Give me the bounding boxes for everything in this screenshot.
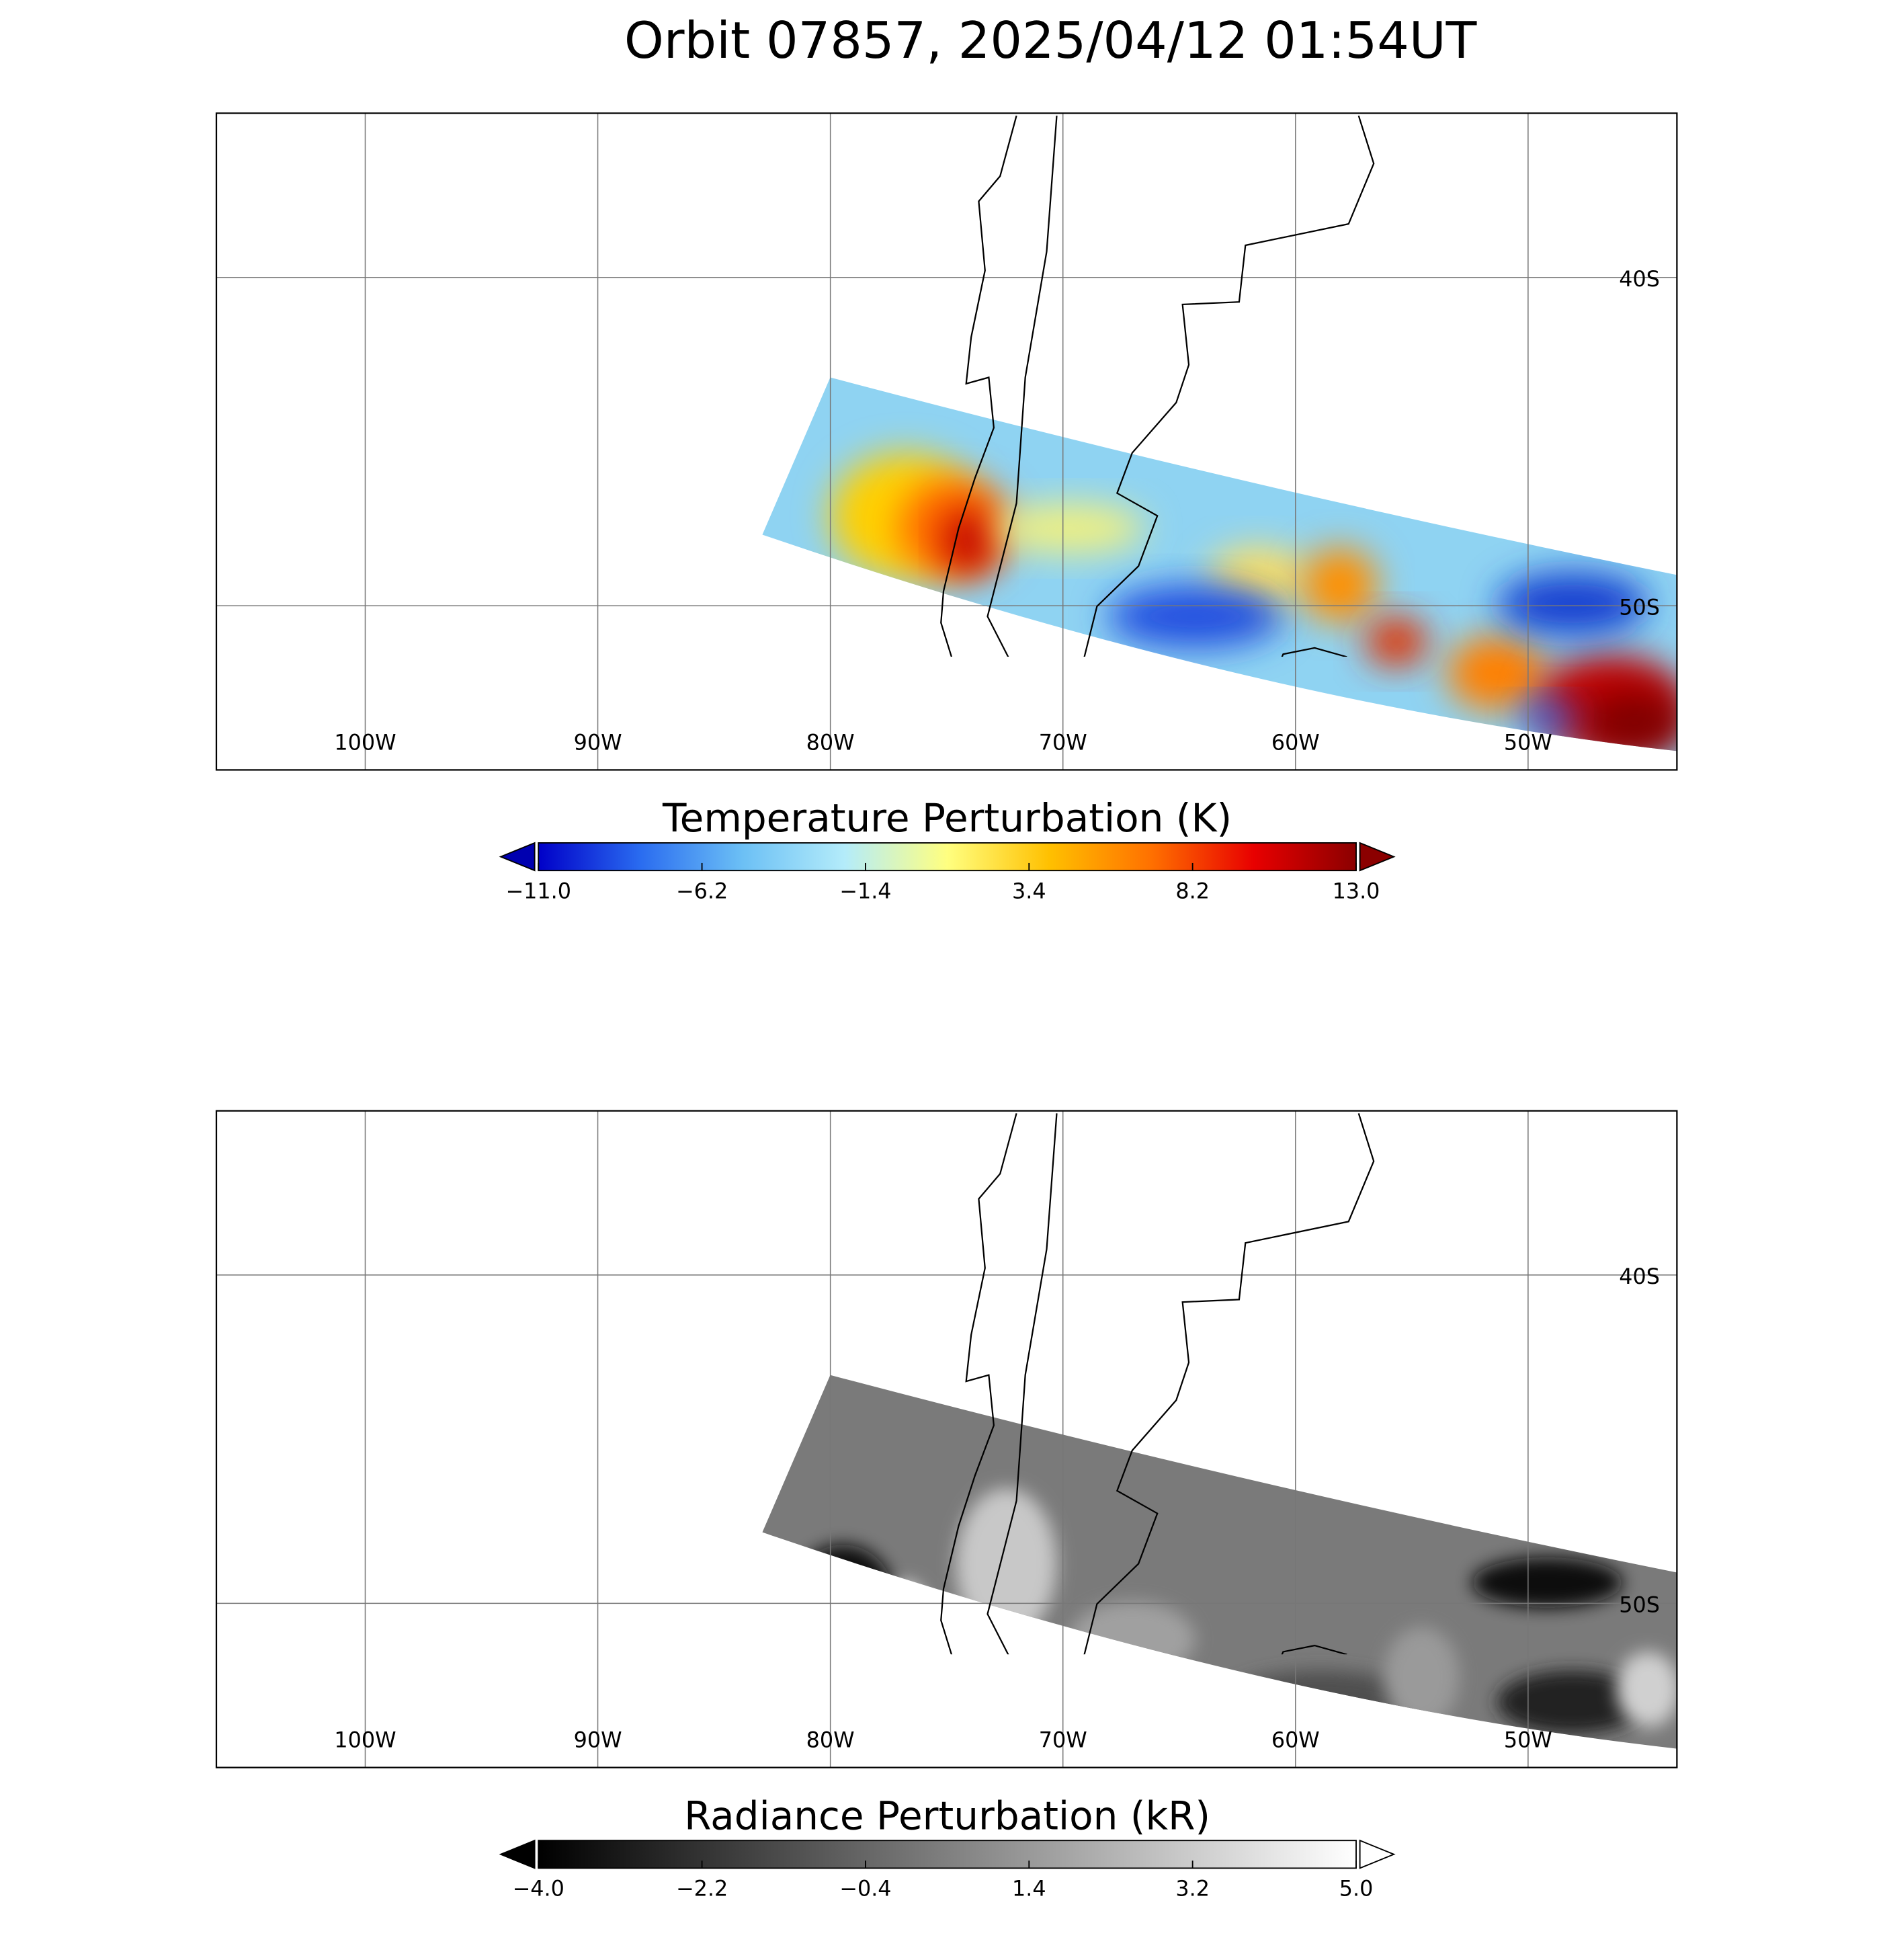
lon-tick-label: 60W: [1271, 729, 1320, 755]
lon-tick-label: 100W: [334, 1727, 396, 1753]
swath-field: [762, 1375, 1677, 1749]
swath-blob: [1302, 547, 1378, 623]
lon-tick-label: 90W: [574, 729, 622, 755]
swath-blob: [1515, 702, 1579, 733]
swath-blob: [1446, 635, 1548, 711]
swath-blob: [792, 1545, 894, 1646]
lon-tick-label: 80W: [806, 729, 855, 755]
title: Orbit 07857, 2025/04/12 01:54UT: [624, 11, 1477, 70]
map-frame: [215, 112, 1678, 771]
map-frame: [215, 1110, 1678, 1768]
colorbar-tick-label: −0.4: [839, 1876, 891, 1902]
colorbar-tick-label: −11.0: [505, 878, 571, 903]
lat-tick-label: 40S: [1619, 1264, 1660, 1289]
swath-blob: [1472, 1557, 1623, 1608]
lon-tick-label: 80W: [806, 1727, 855, 1753]
lat-tick-label: 50S: [1619, 594, 1660, 620]
swath-blob: [993, 503, 1145, 554]
swath-blob: [1497, 572, 1648, 636]
lon-tick-label: 90W: [574, 1727, 622, 1753]
swath-blob: [956, 1488, 1057, 1639]
swath: [762, 377, 1677, 751]
colorbar: [538, 842, 1357, 872]
colorbar-over: [1359, 1839, 1396, 1869]
colorbar-under: [499, 1839, 536, 1869]
colorbar-under: [499, 842, 536, 872]
colorbar-tick-label: 3.4: [1012, 878, 1046, 903]
map-panel: 100W 90W 80W 70W 60W 50W 40S 50S Radiance Pertur…: [215, 1110, 1678, 1902]
colorbar-title: Radiance Perturbation (kR): [684, 1793, 1210, 1838]
map-panel: 100W 90W 80W 70W 60W 50W 40S 50S Temperature Per…: [215, 112, 1678, 903]
swath-blob: [1497, 1670, 1648, 1734]
lon-tick-label: 100W: [334, 729, 396, 755]
swath-blob: [1585, 692, 1677, 751]
colorbar-over: [1359, 842, 1396, 872]
colorbar-tick-label: 8.2: [1175, 878, 1210, 903]
colorbar-tick-label: −1.4: [839, 878, 891, 903]
colorbar-tick-label: −6.2: [676, 878, 728, 903]
lat-tick-label: 50S: [1619, 1592, 1660, 1617]
swath-blob: [944, 509, 994, 573]
lon-tick-label: 60W: [1271, 1727, 1320, 1753]
colorbar-tick-label: 3.2: [1175, 1876, 1210, 1902]
lon-tick-label: 70W: [1039, 1727, 1087, 1753]
lon-tick-label: 50W: [1504, 1727, 1552, 1753]
swath-blob: [880, 1582, 931, 1671]
colorbar-tick-label: −2.2: [676, 1876, 728, 1902]
colorbar-tick-label: 1.4: [1012, 1876, 1046, 1902]
colorbar-tick-label: 13.0: [1333, 878, 1380, 903]
lon-tick-label: 50W: [1504, 729, 1552, 755]
panels: 100W 90W 80W 70W 60W 50W 40S 50S Temperature Per…: [215, 112, 1678, 1902]
lat-tick-label: 40S: [1619, 266, 1660, 292]
swath-field: [762, 377, 1677, 751]
swath-blob: [1365, 616, 1428, 667]
swath: [762, 1375, 1677, 1749]
colorbar-tick-label: 5.0: [1339, 1876, 1374, 1902]
lon-tick-label: 70W: [1039, 729, 1087, 755]
swath-blob: [1384, 1627, 1460, 1727]
colorbar: [538, 1840, 1357, 1869]
colorbar-title: Temperature Perturbation (K): [662, 795, 1232, 841]
swath-blob: [1107, 585, 1284, 648]
colorbar-tick-label: −4.0: [513, 1876, 564, 1902]
swath-blob: [1616, 1651, 1677, 1727]
